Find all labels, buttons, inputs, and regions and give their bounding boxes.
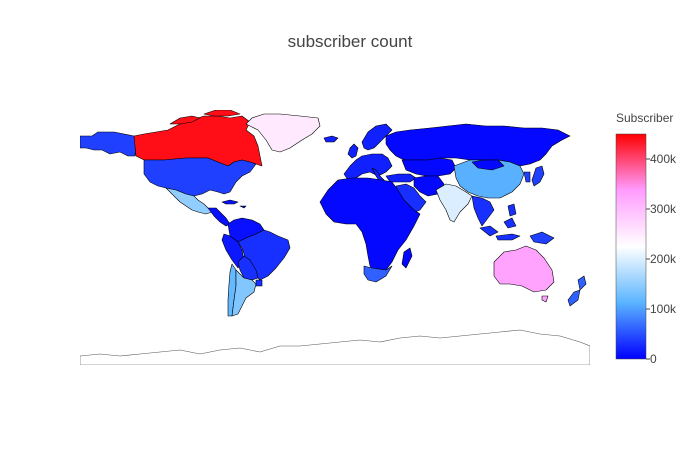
region-madagascar[interactable] [401, 247, 413, 269]
region-bolivia[interactable] [237, 255, 259, 281]
world-map[interactable] [80, 110, 590, 365]
region-canada-islands[interactable] [169, 110, 241, 125]
region-india[interactable] [435, 183, 473, 223]
colorbar-gradient [615, 133, 647, 360]
region-philippines[interactable] [507, 203, 517, 217]
region-mongolia[interactable] [471, 159, 505, 171]
region-italy[interactable] [371, 167, 385, 183]
region-tasmania[interactable] [541, 295, 549, 303]
region-korea[interactable] [523, 171, 531, 183]
region-southeast-asia[interactable] [471, 195, 495, 227]
colorbar-title: Subscriber [616, 111, 674, 125]
region-iceland[interactable] [323, 135, 339, 143]
region-united-states[interactable] [143, 157, 257, 197]
colorbar-tick-label: 0 [650, 352, 657, 366]
region-australia[interactable] [493, 245, 555, 293]
region-uruguay[interactable] [255, 279, 263, 287]
colorbar-tick-label: 300k [650, 202, 677, 216]
region-argentina[interactable] [231, 269, 257, 317]
region-japan[interactable] [531, 165, 545, 187]
region-uk[interactable] [347, 143, 359, 159]
region-western-europe[interactable] [343, 153, 393, 181]
region-africa[interactable] [319, 177, 421, 275]
colorbar-tick-label: 400k [650, 152, 677, 166]
region-antarctica [80, 329, 590, 365]
region-south-africa[interactable] [363, 265, 393, 283]
chart-title: subscriber count [287, 32, 413, 51]
region-new-zealand[interactable] [567, 275, 587, 307]
region-caribbean[interactable] [221, 199, 247, 209]
region-central-asia[interactable] [401, 157, 457, 177]
region-indonesia[interactable] [479, 217, 521, 241]
colorbar: 0 100k 200k 300k 400k [615, 133, 677, 366]
region-russia[interactable] [385, 123, 571, 167]
region-central-america[interactable] [207, 207, 231, 227]
region-greenland[interactable] [245, 113, 321, 153]
region-papua[interactable] [529, 231, 555, 245]
region-turkey[interactable] [385, 173, 417, 183]
colorbar-tick-label: 100k [650, 302, 677, 316]
region-alaska[interactable] [80, 131, 137, 157]
colorbar-tick-label: 200k [650, 252, 677, 266]
